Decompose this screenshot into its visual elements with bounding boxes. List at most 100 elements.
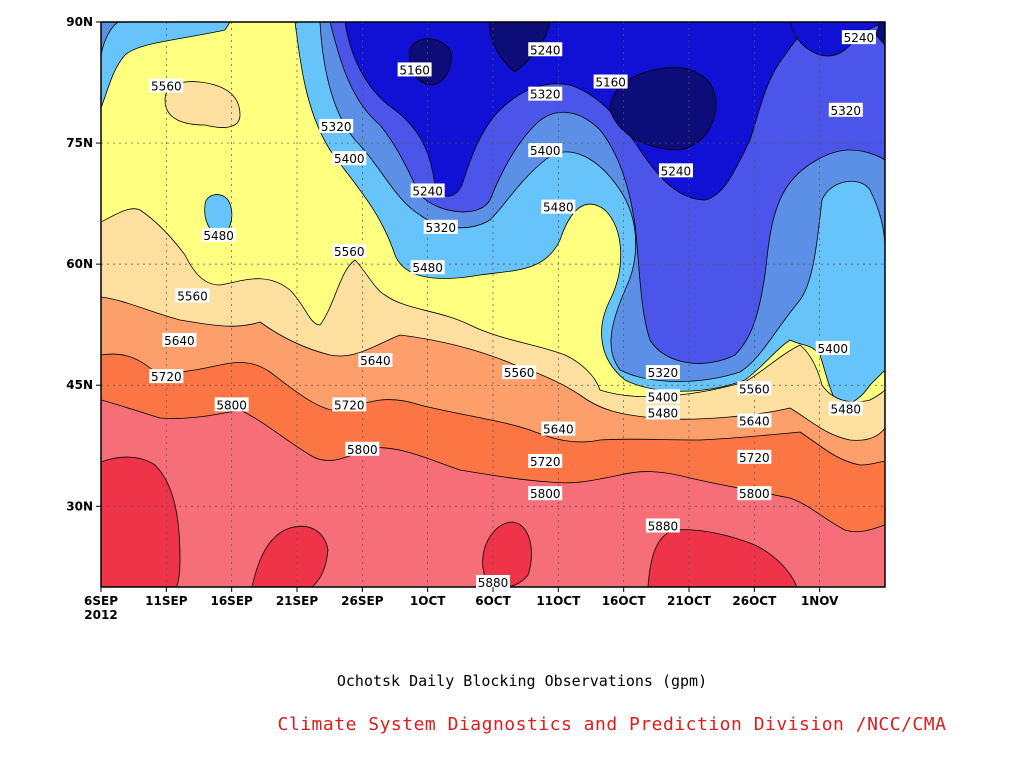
contour-label: 5320 xyxy=(828,102,863,118)
contour-label-text: 5560 xyxy=(334,245,365,259)
contour-label-text: 5560 xyxy=(151,80,182,94)
contour-label-background xyxy=(397,62,432,77)
contour-label-background xyxy=(149,78,184,93)
contour-label-text: 5320 xyxy=(530,88,561,102)
contour-label-text: 5480 xyxy=(412,261,443,275)
contour-label-background xyxy=(737,413,772,428)
contour-label: 5320 xyxy=(319,118,354,134)
contour-label-background xyxy=(593,74,628,89)
contour-label-text: 5320 xyxy=(648,366,679,380)
contour-label-background xyxy=(645,405,680,420)
contour-label-text: 5400 xyxy=(817,342,848,356)
contour-label: 5480 xyxy=(541,199,576,215)
x-tick-label: 16SEP xyxy=(210,594,253,608)
y-tick-label: 30N xyxy=(66,499,93,513)
contour-label-background xyxy=(658,163,693,178)
band-above-5880 xyxy=(251,525,329,587)
contour-label-text: 5480 xyxy=(648,406,679,420)
contour-label-text: 5320 xyxy=(831,104,862,118)
y-tick-label: 75N xyxy=(66,136,93,150)
x-tick-label: 11OCT xyxy=(536,594,581,608)
contour-label: 5560 xyxy=(502,365,537,380)
contour-label-background xyxy=(528,143,563,158)
contour-label: 5400 xyxy=(528,143,563,158)
x-tick-label: 26OCT xyxy=(732,594,777,608)
contour-label: 5400 xyxy=(645,389,680,404)
contour-label: 5480 xyxy=(645,405,680,420)
contour-label-background xyxy=(645,389,680,404)
contour-label: 5640 xyxy=(541,421,576,437)
contour-label-background xyxy=(319,118,354,133)
contour-label-background xyxy=(828,401,863,416)
contour-label-text: 5160 xyxy=(399,63,430,77)
x-tick-label: 21OCT xyxy=(667,594,712,608)
contour-label-text: 5320 xyxy=(425,221,456,235)
contour-label-background xyxy=(645,365,680,380)
contour-label-background xyxy=(410,260,445,275)
contour-label-text: 5640 xyxy=(164,334,195,348)
x-tick-label: 1OCT xyxy=(410,594,446,608)
contour-label-background xyxy=(828,102,863,117)
x-tick-label: 11SEP xyxy=(145,594,188,608)
contour-label: 5240 xyxy=(410,183,445,199)
contour-label-background xyxy=(201,227,236,242)
contour-label-text: 5720 xyxy=(530,455,561,469)
contour-label: 5720 xyxy=(528,453,563,469)
contour-label-background xyxy=(528,486,563,501)
contour-label: 5640 xyxy=(737,413,772,429)
contour-label-text: 5480 xyxy=(831,402,862,416)
contour-label: 5480 xyxy=(410,260,445,275)
contour-label-background xyxy=(737,449,772,464)
contour-label-background xyxy=(528,453,563,468)
contour-label-text: 5800 xyxy=(216,398,247,412)
contour-label-background xyxy=(345,441,380,456)
contour-label: 5800 xyxy=(528,486,563,501)
contour-label-background xyxy=(528,86,563,101)
credit-line: Climate System Diagnostics and Predictio… xyxy=(277,714,947,735)
contour-label: 5320 xyxy=(645,365,680,380)
contour-label-background xyxy=(737,381,772,396)
contour-label-background xyxy=(175,288,210,303)
contour-label-text: 5880 xyxy=(478,576,509,590)
contour-label: 5640 xyxy=(162,332,197,348)
contour-label: 5400 xyxy=(332,151,367,166)
contour-label-text: 5480 xyxy=(543,201,574,215)
contour-label-text: 5640 xyxy=(543,423,574,437)
contour-label: 5720 xyxy=(149,369,184,384)
contour-label: 5800 xyxy=(737,486,772,501)
contour-label: 5480 xyxy=(828,401,863,416)
contour-label-background xyxy=(332,397,367,412)
contour-label-text: 5640 xyxy=(739,415,770,429)
contour-label: 5160 xyxy=(397,62,432,77)
contour-label-text: 5800 xyxy=(347,443,378,457)
contour-label: 5400 xyxy=(815,340,850,356)
contour-label-text: 5720 xyxy=(739,451,770,465)
contour-label-text: 5880 xyxy=(648,519,679,533)
y-tick-label: 60N xyxy=(66,257,93,271)
contour-label: 5720 xyxy=(332,397,367,412)
contour-label-background xyxy=(528,42,563,57)
band-below-5160 xyxy=(489,22,551,73)
contour-label-text: 5240 xyxy=(412,185,443,199)
contour-label: 5560 xyxy=(737,381,772,396)
contour-label: 5880 xyxy=(645,518,680,533)
contour-label-background xyxy=(423,219,458,234)
band-below-5160 xyxy=(875,22,885,46)
contour-label-background xyxy=(541,199,576,214)
contour-label-background xyxy=(332,244,367,259)
contour-label: 5560 xyxy=(175,288,210,303)
contour-label-text: 5240 xyxy=(530,43,561,57)
contour-label: 5800 xyxy=(345,441,380,457)
contour-label: 5320 xyxy=(528,86,563,102)
contour-label: 5160 xyxy=(593,74,628,90)
contour-label-background xyxy=(841,30,876,45)
grid xyxy=(101,22,885,587)
contour-label-background xyxy=(476,574,510,589)
contour-label-text: 5240 xyxy=(844,31,875,45)
contour-label-text: 5560 xyxy=(739,382,770,396)
contour-label: 5320 xyxy=(423,219,458,235)
contour-label-background xyxy=(541,421,576,436)
contour-label: 5720 xyxy=(737,449,772,465)
